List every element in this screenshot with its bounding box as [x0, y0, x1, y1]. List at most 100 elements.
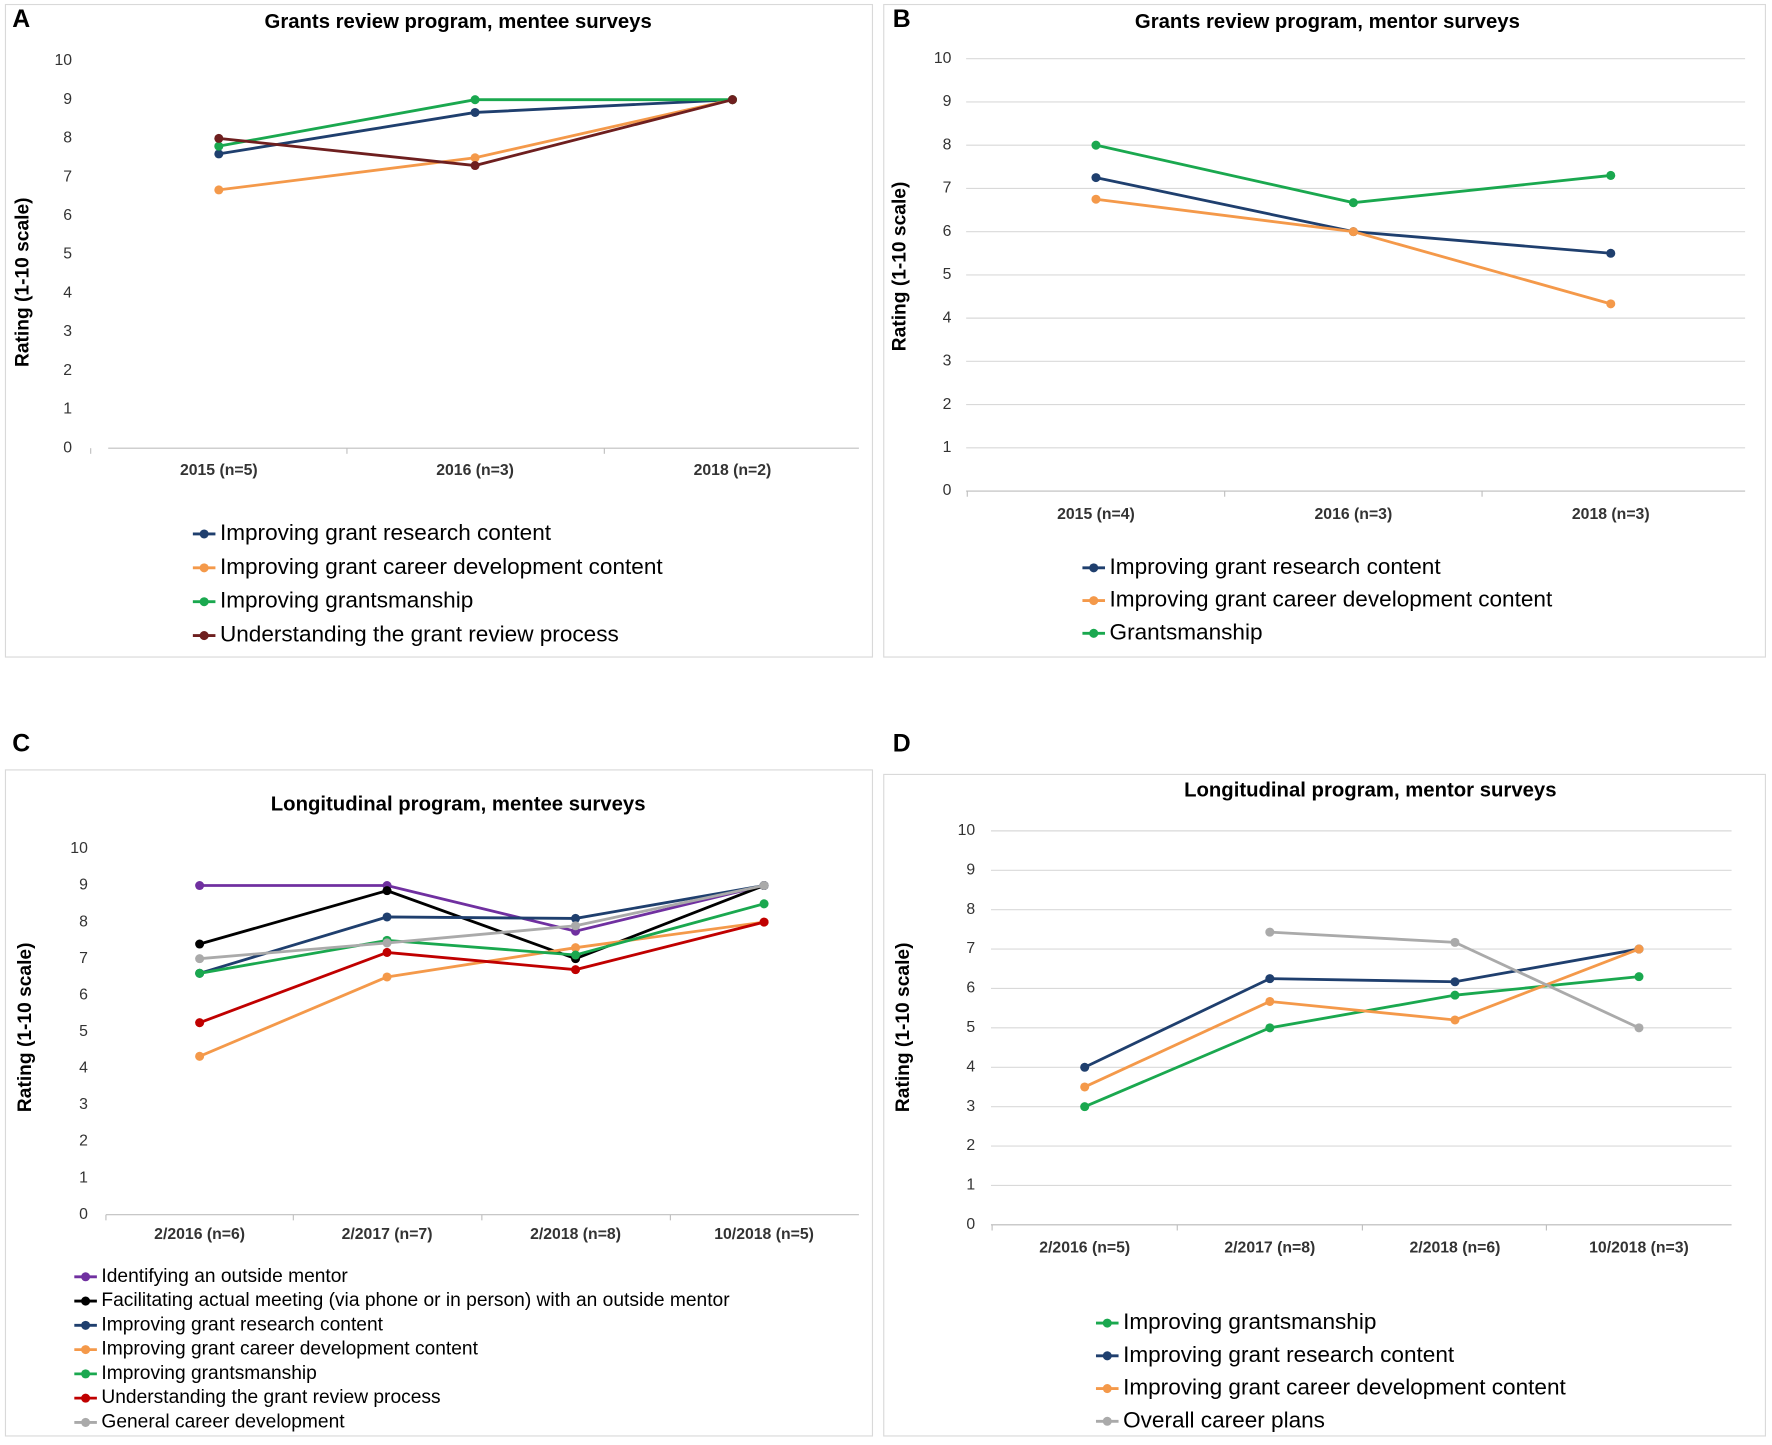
data-point — [759, 917, 769, 927]
x-tick-label: 2015 (n=5) — [180, 462, 258, 479]
data-point — [1450, 990, 1460, 1000]
y-tick-label: 6 — [79, 986, 88, 1003]
y-tick-label: 0 — [79, 1206, 88, 1223]
data-point — [1348, 198, 1358, 208]
y-tick-label: 8 — [966, 901, 975, 918]
y-tick-label: 5 — [63, 246, 72, 263]
y-tick-label: 4 — [943, 309, 952, 326]
panel-letter: B — [893, 6, 911, 33]
chart-title: Grants review program, mentor surveys — [1135, 11, 1520, 33]
x-tick-label: 2/2017 (n=7) — [342, 1226, 433, 1243]
data-point — [1450, 977, 1460, 987]
y-axis-label: Rating (1-10 scale) — [893, 943, 914, 1113]
y-tick-label: 3 — [79, 1096, 88, 1113]
data-point — [470, 153, 480, 163]
series-line — [199, 884, 765, 961]
y-tick-label: 2 — [79, 1133, 88, 1150]
legend-label: Grantsmanship — [1110, 619, 1263, 644]
data-point — [214, 141, 224, 151]
legend-label: Improving grant research content — [1110, 554, 1442, 579]
panel-frame — [4, 769, 874, 1437]
data-point — [1265, 1023, 1275, 1033]
legend-label: Improving grant research content — [220, 520, 552, 545]
data-point — [1450, 937, 1460, 947]
x-tick-label: 2015 (n=4) — [1057, 506, 1135, 523]
y-tick-label: 0 — [63, 439, 72, 456]
y-tick-label: 1 — [79, 1169, 88, 1186]
y-tick-label: 3 — [63, 323, 72, 340]
y-tick-label: 2 — [966, 1137, 975, 1154]
data-point — [1634, 1023, 1644, 1033]
legend-label: Improving grant career development conte… — [1110, 587, 1553, 612]
y-tick-label: 10 — [934, 50, 952, 67]
legend-marker — [81, 1296, 91, 1306]
y-tick-label: 8 — [943, 136, 952, 153]
data-point — [214, 185, 224, 195]
y-tick-label: 10 — [54, 52, 72, 69]
y-axis-label: Rating (1-10 scale) — [15, 943, 36, 1113]
legend-label: Improving grant research content — [1123, 1342, 1455, 1367]
series-line — [1084, 947, 1640, 1089]
y-tick-label: 8 — [79, 913, 88, 930]
legend-label: Improving grantsmanship — [101, 1363, 316, 1384]
data-point — [1080, 1102, 1090, 1112]
data-point — [470, 160, 480, 171]
data-point — [214, 133, 224, 143]
panel-frame — [4, 3, 874, 658]
panel-frame — [883, 3, 1766, 658]
data-point — [195, 1018, 205, 1028]
series-line — [199, 902, 765, 975]
series-line — [1084, 975, 1640, 1108]
data-point — [470, 107, 480, 117]
data-point — [1091, 194, 1101, 204]
data-point — [1091, 173, 1101, 183]
data-point — [382, 972, 392, 982]
series-line — [199, 884, 765, 975]
series-line — [218, 98, 733, 148]
panel-letter: D — [893, 731, 911, 758]
data-point — [1265, 996, 1275, 1006]
data-point — [727, 95, 737, 105]
y-tick-label: 7 — [966, 940, 975, 957]
legend-marker — [199, 563, 209, 573]
y-tick-label: 7 — [943, 180, 952, 197]
series-line — [199, 884, 765, 933]
chart-title: Longitudinal program, mentor surveys — [1184, 780, 1556, 802]
data-point — [571, 965, 581, 975]
series-line — [199, 920, 765, 1024]
data-point — [1080, 1062, 1090, 1072]
legend-label: Improving grant career development conte… — [1123, 1375, 1566, 1400]
panel-letter: A — [12, 6, 30, 33]
data-point — [759, 899, 769, 909]
y-tick-label: 1 — [966, 1177, 975, 1194]
legend-label: Improving grantsmanship — [220, 588, 473, 613]
x-tick-label: 2/2018 (n=6) — [1410, 1240, 1501, 1257]
data-point — [1265, 974, 1275, 984]
y-tick-label: 6 — [966, 980, 975, 997]
y-tick-label: 6 — [63, 207, 72, 224]
x-tick-label: 2016 (n=3) — [1315, 506, 1393, 523]
data-point — [571, 950, 581, 960]
series-line — [1095, 197, 1612, 306]
legend-label: Identifying an outside mentor — [101, 1266, 348, 1287]
legend-label: Improving grantsmanship — [1123, 1309, 1376, 1334]
x-tick-label: 2018 (n=2) — [694, 462, 772, 479]
y-tick-label: 0 — [966, 1216, 975, 1233]
data-point — [1348, 227, 1358, 237]
y-tick-label: 8 — [63, 130, 72, 147]
legend-marker — [81, 1272, 91, 1282]
y-tick-label: 4 — [79, 1060, 88, 1077]
legend-marker — [81, 1369, 91, 1379]
data-point — [1606, 170, 1616, 180]
x-tick-label: 10/2018 (n=5) — [714, 1226, 814, 1243]
panel-letter: C — [12, 731, 30, 758]
data-point — [195, 954, 205, 964]
legend-label: Overall career plans — [1123, 1407, 1325, 1432]
data-point — [1606, 248, 1616, 258]
data-point — [571, 943, 581, 953]
y-tick-label: 9 — [966, 861, 975, 878]
y-tick-label: 3 — [943, 353, 952, 370]
data-point — [1634, 944, 1644, 954]
y-tick-label: 9 — [63, 91, 72, 108]
